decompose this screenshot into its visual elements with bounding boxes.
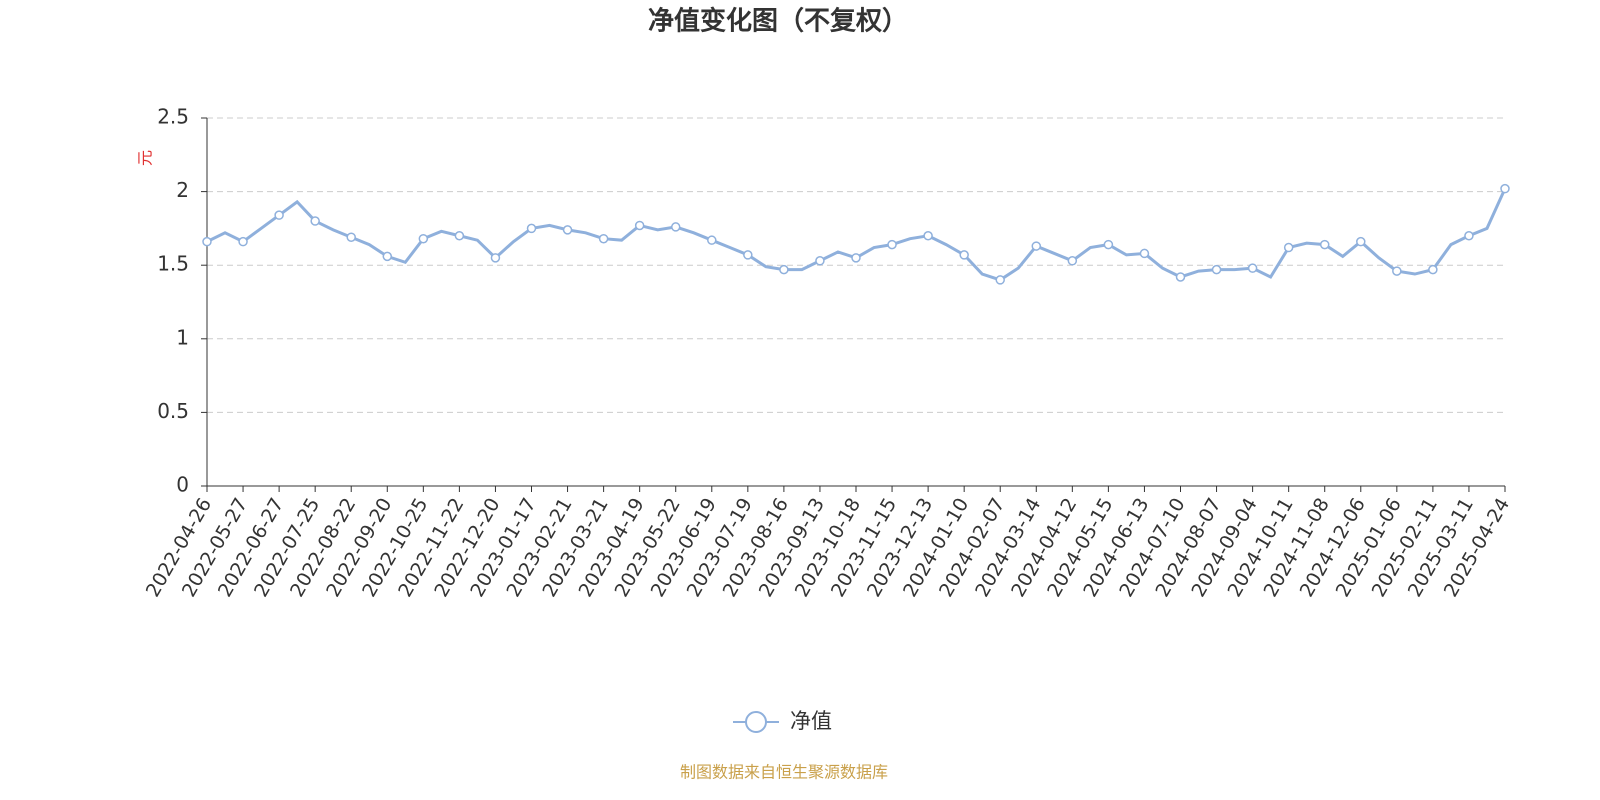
point [1283, 242, 1294, 253]
point [1031, 241, 1042, 251]
y-tick-label: 2 [176, 178, 189, 202]
source-note: 制图数据来自恒生聚源数据库 [680, 763, 888, 782]
point [562, 225, 573, 235]
legend-label: 净值 [790, 709, 832, 733]
point [454, 231, 465, 241]
y-tick-label: 1 [176, 325, 189, 349]
point [1175, 272, 1186, 282]
point [418, 233, 429, 244]
point [670, 222, 681, 232]
point [526, 223, 537, 234]
point [743, 250, 753, 260]
point [1428, 264, 1438, 275]
point [1392, 266, 1402, 276]
point [382, 251, 393, 262]
y-tick-label: 0.5 [157, 399, 189, 423]
line [206, 188, 1507, 282]
point [1464, 231, 1474, 241]
point [274, 210, 284, 220]
point [995, 275, 1005, 285]
y-tick-label: 0 [176, 473, 189, 497]
y-tick-label: 1.5 [157, 252, 189, 276]
point [634, 220, 645, 231]
y-axis-label: 元 [136, 150, 155, 166]
y-tick-label: 2.5 [157, 105, 189, 129]
point [490, 253, 501, 263]
point [310, 216, 320, 226]
point [1103, 239, 1114, 250]
point [779, 264, 789, 275]
point [887, 239, 897, 250]
point [1247, 263, 1258, 273]
point [1319, 239, 1330, 250]
legend-marker [745, 711, 767, 733]
point [1139, 248, 1150, 259]
point [1500, 183, 1510, 194]
point [923, 231, 933, 241]
point [1211, 264, 1222, 275]
point [1067, 256, 1078, 266]
chart-title: 净值变化图（不复权） [648, 6, 908, 37]
point [707, 235, 717, 245]
point [238, 236, 248, 247]
point [851, 253, 861, 263]
point [346, 232, 356, 242]
point [815, 256, 825, 266]
point [598, 233, 609, 244]
point [959, 250, 969, 260]
point [202, 236, 212, 247]
point [1356, 236, 1366, 247]
